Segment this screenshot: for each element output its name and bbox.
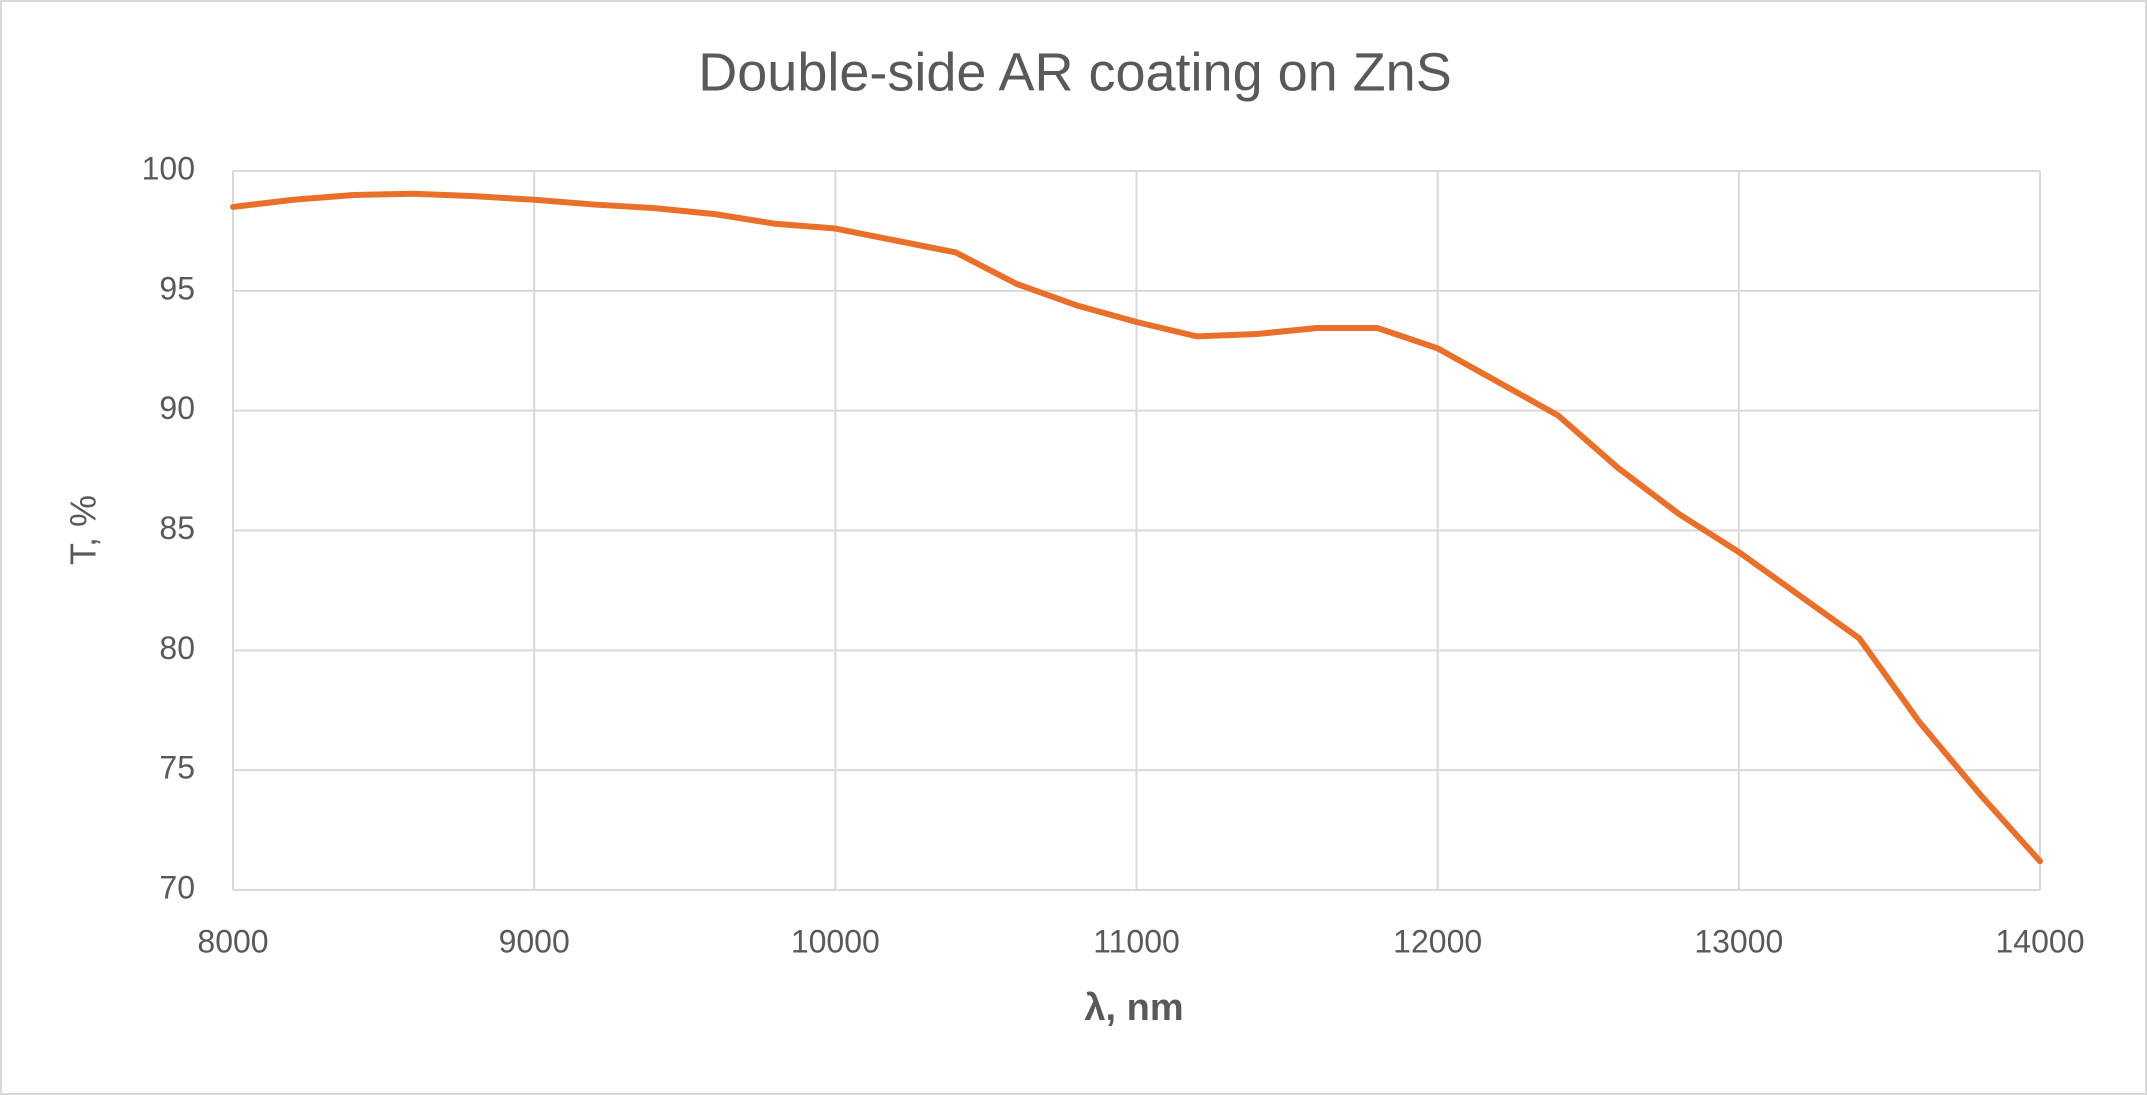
x-tick-label: 12000 bbox=[1393, 923, 1482, 959]
x-tick-label: 11000 bbox=[1093, 923, 1180, 959]
y-tick-label: 90 bbox=[159, 390, 195, 426]
x-axis-label: λ, nm bbox=[1084, 987, 1183, 1029]
y-tick-label: 85 bbox=[159, 510, 195, 546]
y-tick-label: 75 bbox=[159, 750, 195, 786]
y-axis-label: T, % bbox=[63, 495, 104, 565]
x-tick-label: 8000 bbox=[197, 923, 268, 959]
x-tick-label: 13000 bbox=[1694, 923, 1783, 959]
y-tick-label: 80 bbox=[159, 630, 195, 666]
x-tick-label: 14000 bbox=[1996, 923, 2085, 959]
x-tick-label: 9000 bbox=[499, 923, 570, 959]
y-tick-label: 70 bbox=[159, 869, 195, 905]
chart-title: Double-side AR coating on ZnS bbox=[698, 42, 1451, 102]
x-tick-label: 10000 bbox=[791, 923, 880, 959]
y-tick-label: 95 bbox=[159, 270, 195, 306]
y-tick-label: 100 bbox=[142, 150, 195, 186]
data-line bbox=[230, 190, 2043, 865]
